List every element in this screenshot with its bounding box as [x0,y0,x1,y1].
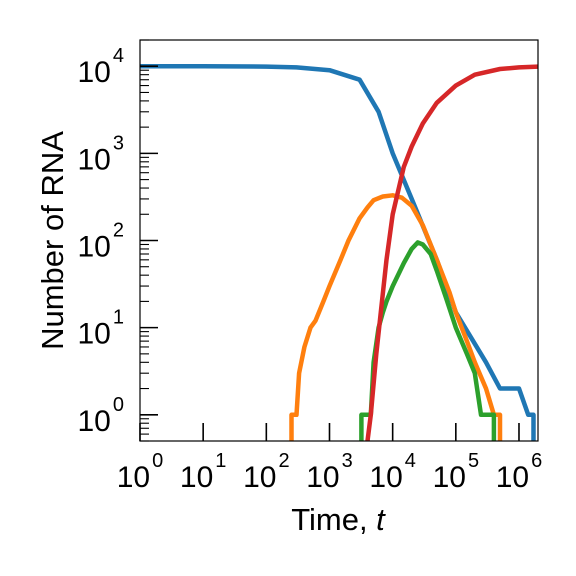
x-axis-label-text: Time, [291,502,376,537]
x-tick-label: 10 2 [243,450,290,494]
plot-frame [139,39,539,442]
series-line-4 [365,64,539,442]
x-tick-label-exponent: 3 [342,450,353,472]
x-tick-label-exponent: 0 [152,450,163,472]
x-tick-label-base: 10 [180,461,213,494]
x-tick-label-base: 10 [433,461,466,494]
y-tick-label-base: 10 [78,56,111,89]
y-tick-label: 10 4 [78,45,125,89]
x-tick-label-exponent: 4 [405,450,416,472]
x-tick-label-base: 10 [496,461,529,494]
labels-layer: 10 0 10 1 10 2 10 3 10 4 10 5 10 610 010 110 210 310 4 [78,45,543,494]
series-line-1 [139,63,536,441]
x-tick-label-exponent: 2 [278,450,289,472]
y-tick-label-base: 10 [78,318,111,351]
x-tick-label-exponent: 5 [468,450,479,472]
x-tick-label-base: 10 [306,461,339,494]
y-tick-label: 10 3 [78,132,125,176]
x-axis-label: Time, t [291,502,386,537]
x-tick-label-base: 10 [117,461,150,494]
y-axis-label: Number of RNA [35,131,70,350]
series-layer [139,63,539,442]
y-tick-label-exponent: 1 [113,307,124,329]
y-tick-label: 10 0 [78,394,125,438]
y-tick-label-base: 10 [78,405,111,438]
x-axis-label-variable: t [376,502,386,537]
x-tick-label: 10 1 [180,450,227,494]
x-tick-label: 10 5 [433,450,480,494]
y-tick-label-exponent: 4 [113,45,124,67]
x-tick-label: 10 6 [496,450,543,494]
y-tick-label-exponent: 2 [113,220,124,242]
x-tick-label-exponent: 6 [531,450,542,472]
x-tick-label-base: 10 [369,461,402,494]
y-tick-label-exponent: 0 [113,394,124,416]
y-tick-label-base: 10 [78,143,111,176]
y-tick-label-base: 10 [78,231,111,264]
x-tick-label: 10 0 [117,450,164,494]
x-tick-label-exponent: 1 [215,450,226,472]
y-tick-label: 10 2 [78,220,125,264]
x-tick-label-base: 10 [243,461,276,494]
series-line-2 [289,193,503,441]
y-tick-label-exponent: 3 [113,132,124,154]
x-tick-label: 10 4 [369,450,416,494]
ticks-layer [139,39,520,442]
x-tick-label: 10 3 [306,450,353,494]
y-tick-label: 10 1 [78,307,125,351]
